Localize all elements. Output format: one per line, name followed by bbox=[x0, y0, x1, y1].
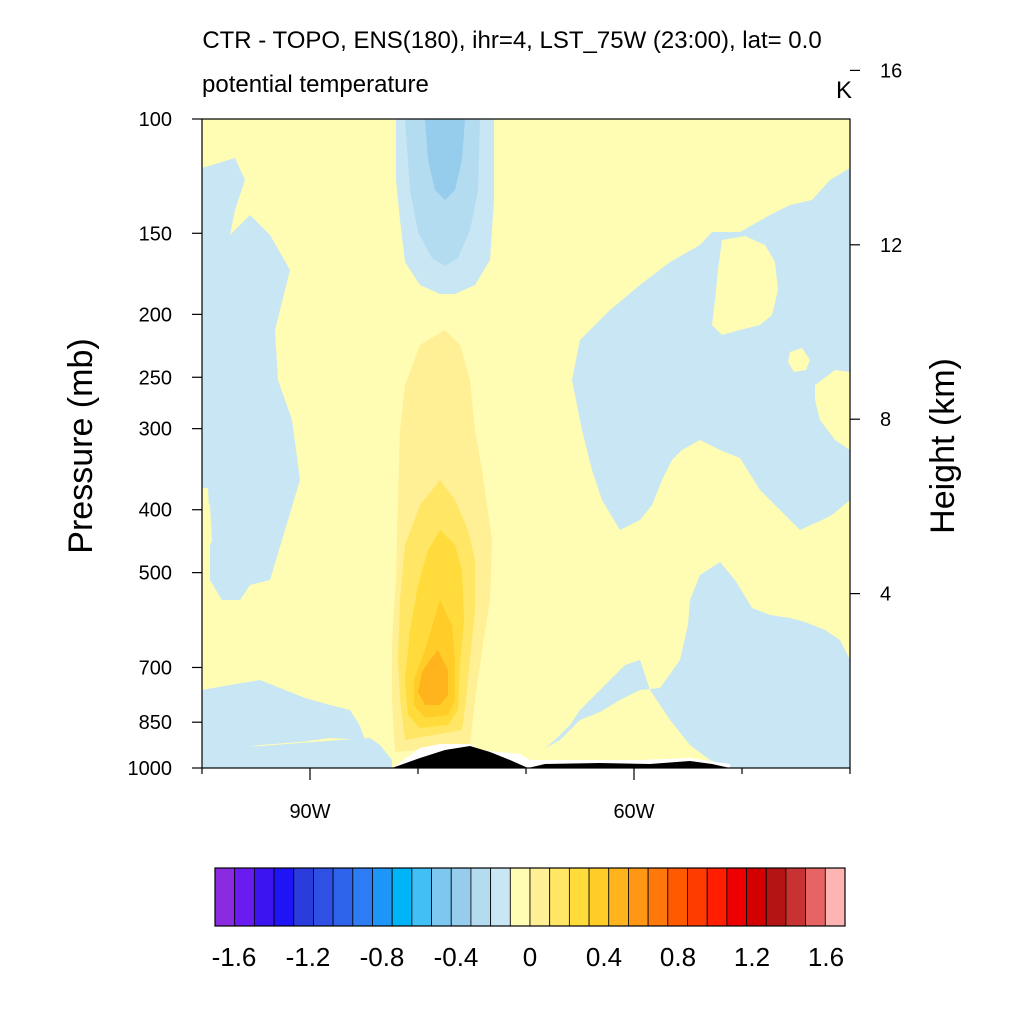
colorbar-swatch bbox=[253, 867, 275, 927]
colorbar-swatch bbox=[332, 867, 354, 927]
plot-area bbox=[201, 118, 851, 769]
colorbar-swatch bbox=[431, 867, 452, 927]
colorbar-swatch bbox=[293, 867, 314, 927]
colorbar-label: -0.4 bbox=[434, 942, 479, 972]
y-right-tick-label: 4 bbox=[880, 584, 891, 606]
colorbar-swatch bbox=[450, 867, 472, 927]
contour-region-east bbox=[572, 168, 850, 530]
colorbar-swatch bbox=[549, 867, 570, 927]
contour-region-west bbox=[202, 158, 300, 600]
colorbar-label: 0.4 bbox=[586, 942, 622, 972]
colorbar-label: 1.6 bbox=[808, 942, 844, 972]
y-tick-label: 250 bbox=[139, 367, 172, 389]
contour-region-bottom-strip bbox=[202, 738, 392, 768]
contour-island-east bbox=[712, 236, 778, 335]
contour-island-small bbox=[788, 348, 810, 372]
y-tick-label: 1000 bbox=[128, 758, 173, 780]
colorbar-label: -1.6 bbox=[212, 942, 257, 972]
contour-upper-core bbox=[425, 119, 465, 200]
colorbar-swatch bbox=[411, 867, 432, 927]
colorbar-swatch bbox=[568, 867, 590, 927]
x-tick-label: 60W bbox=[613, 801, 654, 823]
y-right-tick-label: 12 bbox=[880, 235, 902, 257]
colorbar-swatch bbox=[785, 867, 807, 927]
colorbar-swatch bbox=[372, 867, 393, 927]
contour-region-lower-east bbox=[545, 562, 850, 768]
y-axis-title: Pressure (mb) bbox=[62, 338, 100, 553]
y-tick-label: 850 bbox=[139, 712, 172, 734]
colorbar-label: 0.8 bbox=[660, 942, 696, 972]
contour-island-far-east bbox=[815, 370, 850, 450]
colorbar-swatch bbox=[628, 867, 649, 927]
y-right-tick-label: 8 bbox=[880, 409, 891, 431]
colorbar-swatch bbox=[214, 867, 236, 927]
contour-pos-5 bbox=[418, 650, 448, 705]
colorbar-swatch bbox=[352, 867, 373, 927]
colorbar-label: -0.8 bbox=[360, 942, 405, 972]
colorbar-swatch bbox=[234, 867, 255, 927]
colorbar-swatch bbox=[746, 867, 767, 927]
contour-upper-core-inner bbox=[435, 119, 452, 142]
contour-negative-dark bbox=[425, 119, 465, 200]
colorbar-label: 1.2 bbox=[734, 942, 770, 972]
y-tick-label: 150 bbox=[139, 223, 172, 245]
chart-subtitle-left: potential temperature bbox=[202, 71, 429, 98]
colorbar-swatch bbox=[529, 867, 551, 927]
colorbar-swatch bbox=[765, 867, 787, 927]
terrain-lowland bbox=[528, 761, 730, 768]
contour-zero-islands bbox=[202, 236, 850, 560]
y-tick-label: 100 bbox=[139, 109, 172, 131]
colorbar: -1.6 -1.2 -0.8 -0.4 0 0.4 0.8 1.2 1.6 bbox=[212, 867, 846, 972]
colorbar-swatch bbox=[490, 867, 511, 927]
contour-region-lower-west bbox=[202, 680, 365, 752]
x-tick-label: 90W bbox=[289, 801, 330, 823]
colorbar-swatch bbox=[687, 867, 708, 927]
chart-units: K bbox=[836, 77, 852, 104]
colorbar-swatch bbox=[726, 867, 747, 927]
colorbar-swatch bbox=[313, 867, 334, 927]
axes: 1000 850 700 500 400 300 250 200 150 100 90W 60W 4 8 1… bbox=[128, 60, 903, 823]
y-tick-label: 500 bbox=[139, 563, 172, 585]
y-tick-label: 700 bbox=[139, 657, 172, 679]
colorbar-swatch bbox=[706, 867, 728, 927]
y-axis-right-title: Height (km) bbox=[924, 358, 962, 534]
colorbar-swatch bbox=[647, 867, 669, 927]
chart-title: CTR - TOPO, ENS(180), ihr=4, LST_75W (23… bbox=[202, 27, 821, 54]
colorbar-frame bbox=[214, 867, 846, 927]
colorbar-swatch bbox=[273, 867, 295, 927]
colorbar-label: 0 bbox=[523, 942, 537, 972]
colorbar-swatch bbox=[667, 867, 688, 927]
colorbar-swatch bbox=[470, 867, 492, 927]
y-tick-label: 300 bbox=[139, 419, 172, 441]
colorbar-swatch bbox=[824, 867, 846, 927]
colorbar-swatch bbox=[509, 867, 531, 927]
colorbar-swatch bbox=[608, 867, 629, 927]
colorbar-swatch bbox=[588, 867, 610, 927]
terrain-mountain bbox=[392, 746, 528, 768]
terrain bbox=[392, 744, 730, 768]
y-tick-label: 200 bbox=[139, 304, 172, 326]
y-right-tick-label: 16 bbox=[880, 60, 902, 82]
colorbar-label: -1.2 bbox=[286, 942, 331, 972]
contour-positive bbox=[392, 330, 492, 752]
contour-island-west-edge bbox=[202, 500, 212, 560]
y-tick-label: 400 bbox=[139, 500, 172, 522]
colorbar-swatch bbox=[391, 867, 413, 927]
colorbar-swatch bbox=[805, 867, 826, 927]
